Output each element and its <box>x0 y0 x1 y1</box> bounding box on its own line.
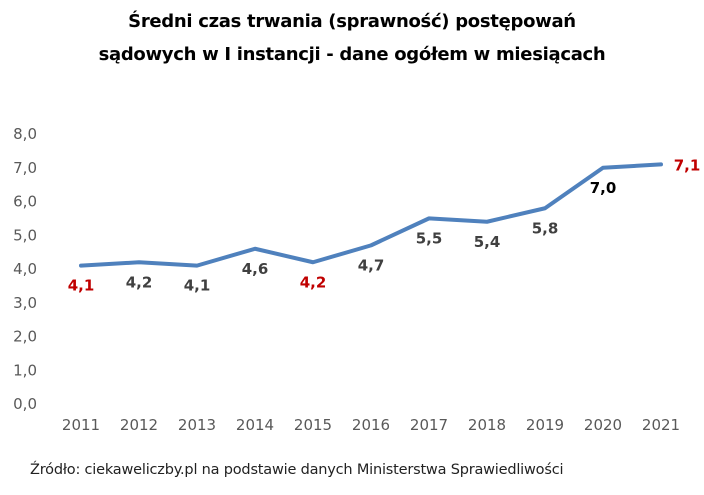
x-tick-label: 2015 <box>294 416 332 434</box>
x-tick-label: 2011 <box>62 416 100 434</box>
x-tick-label: 2018 <box>468 416 506 434</box>
x-tick-label: 2012 <box>120 416 158 434</box>
x-tick-label: 2017 <box>410 416 448 434</box>
x-tick-label: 2013 <box>178 416 216 434</box>
data-label: 7,1 <box>674 156 701 174</box>
data-label: 4,1 <box>68 277 95 295</box>
data-label: 4,1 <box>184 277 211 295</box>
chart-title-line-1: Średni czas trwania (sprawność) postępow… <box>128 11 576 32</box>
x-tick-label: 2016 <box>352 416 390 434</box>
x-tick-label: 2021 <box>642 416 680 434</box>
y-tick-label: 6,0 <box>13 193 37 211</box>
data-label: 4,2 <box>126 273 153 291</box>
data-label: 5,5 <box>416 229 443 247</box>
chart-title-line-2: sądowych w I instancji - dane ogółem w m… <box>98 44 606 65</box>
y-tick-label: 1,0 <box>13 361 37 379</box>
x-tick-label: 2020 <box>584 416 622 434</box>
data-label: 4,2 <box>300 273 327 291</box>
y-tick-label: 0,0 <box>13 395 37 413</box>
data-label: 4,7 <box>358 256 385 274</box>
data-label: 5,4 <box>474 233 501 251</box>
data-label: 5,8 <box>532 219 559 237</box>
y-tick-label: 7,0 <box>13 159 37 177</box>
y-tick-label: 4,0 <box>13 260 37 278</box>
data-label: 4,6 <box>242 260 269 278</box>
y-tick-label: 2,0 <box>13 328 37 346</box>
source-note: Źródło: ciekaweliczby.pl na podstawie da… <box>30 462 564 478</box>
y-tick-label: 3,0 <box>13 294 37 312</box>
series-line <box>79 162 663 268</box>
x-tick-label: 2019 <box>526 416 564 434</box>
data-label: 7,0 <box>590 179 617 197</box>
y-tick-label: 8,0 <box>13 125 37 143</box>
y-tick-label: 5,0 <box>13 226 37 244</box>
x-tick-label: 2014 <box>236 416 274 434</box>
